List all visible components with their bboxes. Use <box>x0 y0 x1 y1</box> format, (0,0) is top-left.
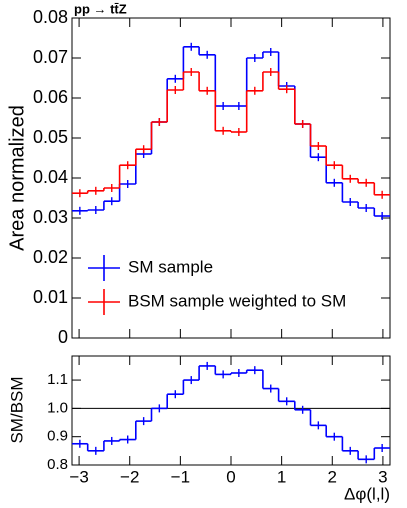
y-tick-label: 0.07 <box>33 47 68 67</box>
x-tick-label: −2 <box>120 467 139 486</box>
y-tick-label: 0.03 <box>33 207 68 227</box>
y-tick-label: 0.04 <box>33 167 68 187</box>
x-tick-label: 1 <box>277 467 286 486</box>
x-tick-label: −1 <box>171 467 190 486</box>
y-tick-label: 0.08 <box>33 7 68 27</box>
x-tick-label: 3 <box>378 467 387 486</box>
y-tick-label: 0 <box>58 327 68 347</box>
x-axis-label: Δφ(l,l) <box>344 484 390 503</box>
y-tick-label: 0.9 <box>47 428 68 445</box>
x-tick-label: 2 <box>328 467 337 486</box>
y-tick-label: 0.8 <box>47 456 68 473</box>
y-tick-label: 0.01 <box>33 287 68 307</box>
chart-title: pp → tt̄Z <box>74 1 127 16</box>
ratio-y-axis-label: SM/BSM <box>7 376 26 443</box>
y-tick-label: 0.02 <box>33 247 68 267</box>
y-tick-label: 0.06 <box>33 87 68 107</box>
y-axis-label: Area normalized <box>6 105 28 251</box>
legend-label: SM sample <box>128 257 213 276</box>
y-tick-label: 0.05 <box>33 127 68 147</box>
legend-label: BSM sample weighted to SM <box>128 291 346 310</box>
x-tick-label: 0 <box>226 467 235 486</box>
x-tick-label: −3 <box>69 467 88 486</box>
y-tick-label: 1.1 <box>47 371 68 388</box>
y-tick-label: 1.0 <box>47 399 68 416</box>
